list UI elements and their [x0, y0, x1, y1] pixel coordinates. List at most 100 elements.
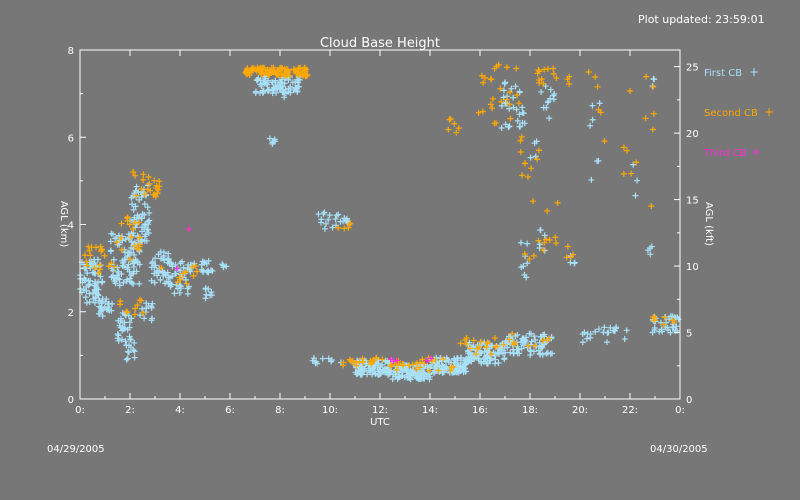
- data-point: [634, 177, 641, 184]
- data-point: [294, 88, 301, 95]
- y-tick-label: 0: [68, 395, 74, 406]
- data-point: [524, 240, 531, 247]
- data-point: [451, 120, 458, 127]
- series-1: [77, 73, 682, 383]
- data-point: [519, 109, 526, 116]
- data-point: [404, 366, 411, 373]
- data-point: [161, 269, 168, 276]
- data-point: [477, 349, 484, 356]
- data-point: [446, 116, 453, 123]
- data-point: [528, 165, 535, 172]
- data-point: [130, 206, 137, 213]
- data-point: [539, 351, 546, 358]
- data-point: [475, 109, 482, 116]
- data-point: [503, 64, 510, 71]
- data-point: [141, 201, 148, 208]
- data-point: [141, 226, 148, 233]
- data-point: [605, 329, 612, 336]
- data-point: [506, 89, 513, 96]
- data-point: [550, 65, 557, 72]
- x-tick-label: 0:: [675, 405, 685, 416]
- data-point: [262, 69, 269, 76]
- x-tick-label: 6:: [225, 405, 235, 416]
- data-point: [583, 335, 590, 342]
- data-point: [118, 271, 125, 278]
- data-point: [484, 360, 491, 367]
- data-point: [473, 351, 480, 358]
- data-point: [168, 260, 175, 267]
- data-point: [135, 219, 142, 226]
- data-point: [179, 270, 186, 277]
- data-point: [541, 239, 548, 246]
- data-point: [395, 360, 402, 367]
- data-point: [526, 256, 533, 263]
- data-point: [540, 104, 547, 111]
- data-point: [132, 203, 139, 210]
- data-point: [141, 315, 148, 322]
- data-point: [148, 303, 155, 310]
- data-point: [567, 259, 574, 266]
- data-point: [527, 154, 534, 161]
- data-point: [341, 225, 348, 232]
- data-point: [81, 252, 88, 259]
- data-point: [202, 285, 209, 292]
- data-point: [140, 309, 147, 316]
- data-point: [477, 338, 484, 345]
- data-point: [395, 374, 402, 381]
- data-point: [144, 218, 151, 225]
- data-point: [498, 98, 505, 105]
- data-point: [107, 247, 114, 254]
- data-point: [450, 369, 457, 376]
- data-point: [632, 192, 639, 199]
- data-point: [140, 171, 147, 178]
- data-point: [122, 338, 129, 345]
- data-point: [489, 105, 496, 112]
- data-point: [547, 350, 554, 357]
- data-point: [86, 299, 93, 306]
- data-point: [143, 300, 150, 307]
- data-point: [127, 344, 134, 351]
- data-point: [506, 101, 513, 108]
- data-point: [123, 308, 130, 315]
- data-point: [115, 268, 122, 275]
- data-point: [601, 324, 608, 331]
- data-point: [270, 138, 277, 145]
- data-point: [126, 333, 133, 340]
- data-point: [505, 124, 512, 131]
- data-point: [128, 245, 135, 252]
- data-point: [94, 256, 101, 263]
- x-tick-label: 12:: [372, 405, 388, 416]
- data-point: [648, 203, 655, 210]
- data-point: [99, 312, 106, 319]
- data-point: [551, 91, 558, 98]
- data-point: [254, 77, 261, 84]
- data-point: [600, 329, 607, 336]
- data-point: [409, 371, 416, 378]
- data-point: [399, 367, 406, 374]
- data-point: [98, 246, 105, 253]
- data-point: [141, 191, 148, 198]
- data-point: [369, 366, 376, 373]
- data-point: [664, 324, 671, 331]
- data-point: [295, 65, 302, 72]
- data-point: [667, 313, 674, 320]
- data-point: [541, 232, 548, 239]
- data-point: [123, 356, 130, 363]
- data-point: [518, 264, 525, 271]
- data-point: [579, 331, 586, 338]
- data-point: [507, 115, 514, 122]
- data-point: [596, 100, 603, 107]
- data-point: [567, 254, 574, 261]
- data-point: [287, 83, 294, 90]
- data-point: [516, 111, 523, 118]
- data-point: [146, 180, 153, 187]
- data-point: [115, 337, 122, 344]
- data-point: [91, 265, 98, 272]
- data-point: [491, 120, 498, 127]
- data-point: [202, 295, 209, 302]
- data-point: [281, 94, 288, 101]
- data-point: [480, 79, 487, 86]
- data-point: [273, 71, 280, 78]
- data-point: [125, 312, 132, 319]
- data-point: [104, 301, 111, 308]
